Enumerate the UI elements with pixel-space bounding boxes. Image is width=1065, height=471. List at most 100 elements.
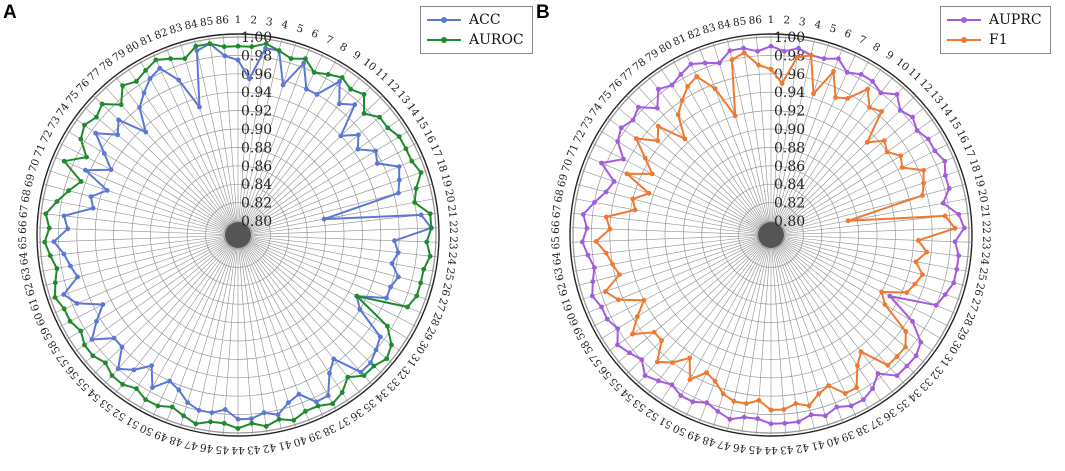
radar-spoke: [237, 142, 417, 236]
data-point: [385, 125, 391, 131]
category-label: 59: [38, 325, 55, 342]
data-point: [361, 373, 367, 378]
category-label: 21: [978, 204, 991, 219]
radar-spoke: [237, 234, 383, 375]
radar-spoke: [685, 52, 772, 236]
radar-spoke: [636, 234, 772, 385]
data-point: [894, 373, 900, 378]
series-auprc: [579, 43, 967, 427]
radar-spoke: [38, 234, 239, 258]
data-point: [330, 401, 336, 407]
data-point: [918, 339, 924, 345]
data-point: [920, 193, 925, 198]
radar-spoke: [38, 212, 239, 236]
radar-spoke: [712, 234, 772, 428]
data-point: [222, 53, 228, 59]
radar-spoke: [237, 38, 282, 236]
radar-spoke: [770, 38, 815, 236]
radar-spoke: [727, 234, 772, 432]
category-label: 29: [421, 325, 438, 342]
category-label: 81: [138, 32, 155, 49]
data-point: [607, 226, 613, 232]
data-point: [396, 190, 401, 196]
data-point: [46, 225, 52, 231]
data-point: [670, 360, 675, 365]
radar-spoke: [103, 85, 239, 236]
radar-spoke: [237, 234, 297, 428]
data-point: [921, 167, 926, 173]
data-point: [247, 76, 252, 82]
radial-tick-labels: 0.80 0.82 0.84 0.86 0.88 0.90 0.92 0.94 0.96 0.98…: [241, 30, 272, 230]
data-point: [418, 212, 424, 218]
data-point: [881, 138, 887, 144]
data-point: [952, 239, 958, 245]
data-point: [168, 56, 174, 62]
data-point: [755, 416, 760, 422]
data-point: [903, 344, 908, 350]
data-point: [904, 290, 910, 295]
category-label: 43: [247, 443, 261, 456]
data-point: [134, 386, 139, 391]
data-point: [618, 125, 624, 131]
radar-spoke: [52, 156, 239, 236]
category-label: 37: [867, 414, 885, 431]
data-point: [669, 82, 675, 88]
radar-spoke: [770, 234, 906, 385]
data-point: [823, 413, 828, 419]
data-point: [584, 225, 590, 231]
data-point: [78, 328, 84, 334]
radar-spoke: [152, 234, 239, 418]
category-label: 66: [17, 220, 29, 234]
data-point: [147, 76, 153, 81]
radar-spoke: [47, 234, 239, 301]
category-label: 63: [19, 266, 33, 281]
radar-spoke: [237, 234, 268, 434]
data-point: [779, 81, 785, 86]
data-point: [836, 56, 841, 62]
data-point: [221, 420, 227, 426]
radar-chart-a: 0.80 0.82 0.84 0.86 0.88 0.90 0.92 0.94 0.96 0.98…: [17, 14, 459, 456]
data-point: [956, 212, 962, 217]
category-label: 60: [32, 311, 48, 328]
data-point: [427, 253, 433, 259]
category-label: 9: [884, 49, 896, 63]
category-label: 22: [980, 220, 992, 234]
radar-spoke: [126, 234, 239, 403]
category-label: 82: [686, 26, 703, 42]
data-point: [894, 92, 900, 97]
data-point: [741, 45, 746, 51]
data-point: [361, 111, 367, 116]
radar-spoke: [237, 234, 417, 328]
category-label: 4: [280, 19, 289, 32]
data-point: [887, 293, 893, 299]
data-point: [176, 77, 182, 83]
data-point: [208, 419, 213, 425]
category-label: 51: [124, 414, 142, 431]
data-point: [119, 344, 125, 350]
radar-spoke: [223, 234, 239, 436]
data-point: [654, 105, 660, 111]
data-point: [768, 421, 774, 427]
radar-chart-b: 0.80 0.82 0.84 0.86 0.88 0.90 0.92 0.94 0.96 0.98…: [550, 14, 992, 456]
category-label: 19: [972, 173, 987, 189]
radar-spoke: [592, 234, 772, 328]
data-point: [153, 57, 159, 63]
radar-spoke: [237, 198, 436, 236]
data-point: [956, 253, 962, 258]
data-point: [899, 165, 905, 171]
category-label: 60: [565, 311, 581, 328]
category-label: 83: [701, 21, 717, 36]
radar-spoke: [770, 234, 883, 403]
data-point: [280, 82, 286, 88]
category-label: 82: [153, 26, 170, 42]
category-label: 49: [153, 428, 170, 444]
legend-a: ACC AUROC: [420, 6, 533, 54]
data-point: [424, 239, 430, 245]
data-point: [585, 252, 591, 258]
data-point: [580, 212, 586, 217]
data-point: [377, 114, 382, 120]
legend-swatch-f1: [947, 34, 981, 46]
radar-spoke: [770, 227, 972, 236]
radar-spoke: [727, 38, 772, 236]
legend-label: AUROC: [469, 32, 524, 48]
